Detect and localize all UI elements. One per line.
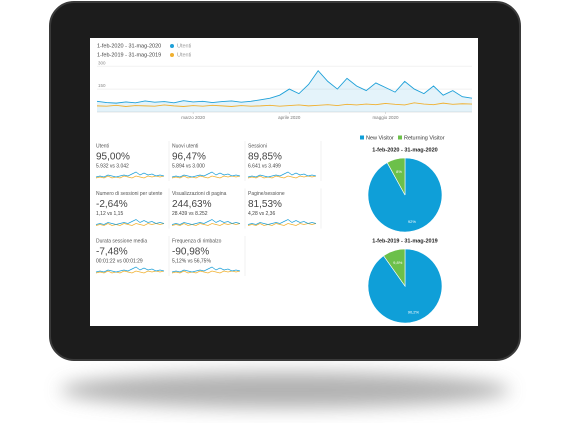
metric-compare: 28.439 vs 8.252 (172, 211, 208, 217)
legend-label: New Visitor (366, 135, 394, 141)
x-tick-label: aprile 2020 (278, 115, 301, 120)
metric-change: -2,64% (96, 199, 128, 210)
metric-label: Numero di sessioni per utente (96, 191, 163, 197)
metric-change: 95,00% (96, 152, 130, 163)
metric-label: Visualizzazioni di pagina (172, 191, 227, 197)
legend-name: Utenti (177, 43, 191, 49)
y-tick-label: 300 (98, 60, 106, 65)
pie-slice (383, 248, 406, 287)
slice-label: 92% (408, 219, 416, 224)
metric-change: -90,98% (172, 247, 209, 258)
dashboard: 1-feb-2020 - 31-mag-2020 Utenti 1-feb-2019… (95, 43, 473, 324)
metric-change: 81,53% (248, 199, 282, 210)
metric-compare: 5,12% vs 56,75% (172, 258, 211, 264)
metric-compare: 1,12 vs 1,15 (96, 211, 123, 217)
legend-period: 1-feb-2020 - 31-mag-2020 (97, 43, 161, 49)
legend-swatch (360, 135, 364, 140)
slice-label: 90,2% (408, 310, 420, 315)
legend-swatch (398, 135, 402, 140)
metric-label: Durata sessione media (96, 238, 147, 244)
pie-title: 1-feb-2019 - 31-mag-2019 (372, 238, 437, 244)
metric-label: Utenti (96, 143, 109, 149)
x-tick-label: maggio 2020 (372, 115, 399, 120)
metric-compare: 6.641 vs 3.499 (248, 163, 281, 169)
x-tick-label: marzo 2020 (181, 115, 205, 120)
metric-compare: 5.894 vs 3.000 (172, 163, 205, 169)
slice-label: 8% (396, 169, 402, 174)
y-tick-label: 150 (98, 83, 106, 88)
metric-change: -7,48% (96, 247, 128, 258)
metric-change: 89,85% (248, 152, 282, 163)
metric-tile: Nuovi utenti 96,47%5.894 vs 3.000 (171, 141, 246, 181)
metric-label: Frequenza di rimbalzo (172, 238, 222, 244)
metric-label: Nuovi utenti (172, 143, 198, 149)
legend-dot (170, 53, 174, 57)
metric-tile: Utenti 95,00%5.932 vs 3.042 (95, 141, 170, 181)
metric-change: 96,47% (172, 152, 206, 163)
slice-label: 9,8% (393, 260, 403, 265)
series-line (96, 102, 473, 107)
metric-label: Sessioni (248, 143, 267, 149)
pie-slice (386, 157, 406, 196)
metric-compare: 4,28 vs 2,36 (248, 211, 275, 217)
metric-tile: Durata sessione media -7,48%00:01:22 vs 0… (95, 236, 170, 276)
metric-tile: Sessioni 89,85%6.641 vs 3.499 (247, 141, 322, 181)
metric-tile: Pagine/sessione 81,53%4,28 vs 2,36 (247, 188, 322, 229)
metric-tile: Frequenza di rimbalzo -90,98%5,12% vs 56,… (171, 236, 246, 276)
metric-tile: Visualizzazioni di pagina 244,63%28.439 v… (171, 188, 246, 229)
legend-period: 1-feb-2019 - 31-mag-2019 (97, 52, 161, 58)
metric-compare: 00:01:22 vs 00:01:29 (96, 258, 143, 264)
legend-label: Returning Visitor (404, 135, 445, 141)
metric-change: 244,63% (172, 199, 212, 210)
legend-dot (170, 44, 174, 48)
metric-compare: 5.932 vs 3.042 (96, 163, 129, 169)
shadow (60, 372, 510, 408)
pie-title: 1-feb-2020 - 31-mag-2020 (372, 147, 437, 153)
legend-name: Utenti (177, 52, 191, 58)
metric-label: Pagine/sessione (248, 191, 285, 197)
series-line (96, 69, 473, 104)
metric-tile: Numero di sessioni per utente -2,64%1,12 … (95, 188, 170, 229)
